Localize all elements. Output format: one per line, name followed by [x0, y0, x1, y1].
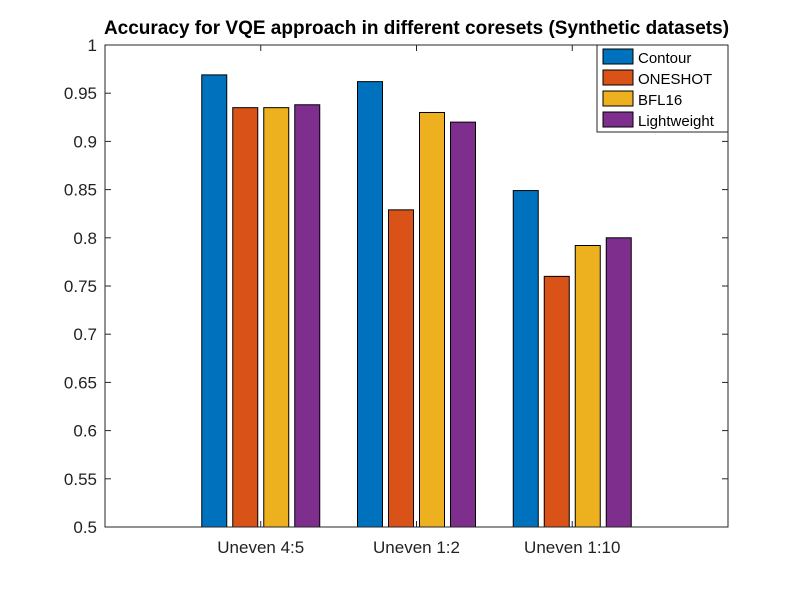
legend-label-lightweight: Lightweight — [638, 113, 715, 130]
bars-group — [201, 74, 632, 528]
bar-contour-1 — [201, 74, 228, 528]
legend-swatch-lightweight — [602, 111, 634, 128]
bar-lightweight-1 — [294, 104, 321, 528]
y-tick-label: 0.7 — [73, 325, 97, 344]
y-tick-label: 0.85 — [64, 181, 97, 200]
bar-oneshot-1 — [232, 107, 259, 528]
y-tick-label: 0.5 — [73, 518, 97, 537]
bar-bfl16-2 — [419, 111, 445, 528]
axes-group: 0.5 0.55 0.6 0.65 0.7 0.75 0.8 0.85 0.9 0.95 1 Unev… — [64, 36, 729, 557]
y-tick-label: 0.75 — [64, 277, 97, 296]
y-tick-label: 1 — [88, 36, 97, 55]
x-tick-label: Uneven 4:5 — [217, 538, 304, 557]
bar-lightweight-3 — [605, 237, 632, 528]
legend-swatch-bfl16 — [602, 90, 634, 107]
y-tick-label: 0.55 — [64, 470, 97, 489]
bar-bfl16-3 — [574, 245, 601, 528]
legend-label-bfl16: BFL16 — [638, 92, 682, 109]
bar-oneshot-3 — [543, 275, 570, 528]
y-tick-label: 0.6 — [73, 422, 97, 441]
x-tick-label: Uneven 1:2 — [373, 538, 460, 557]
bar-bfl16-1 — [263, 107, 290, 528]
bar-contour-3 — [512, 190, 539, 528]
legend-label-oneshot: ONESHOT — [638, 71, 712, 88]
bar-oneshot-2 — [388, 209, 414, 528]
y-tick-label: 0.8 — [73, 229, 97, 248]
legend-swatch-oneshot — [602, 69, 634, 86]
y-tick-label: 0.65 — [64, 373, 97, 392]
chart-title: Accuracy for VQE approach in different c… — [104, 18, 729, 39]
x-tick-label: Uneven 1:10 — [524, 538, 620, 557]
y-tick-label: 0.9 — [73, 132, 97, 151]
legend-swatch-contour — [602, 48, 634, 65]
bar-contour-2 — [357, 81, 383, 528]
legend-label-contour: Contour — [638, 50, 691, 67]
y-tick-label: 0.95 — [64, 84, 97, 103]
legend: Contour ONESHOT BFL16 Lightweight — [596, 44, 729, 133]
bar-lightweight-2 — [450, 121, 476, 528]
